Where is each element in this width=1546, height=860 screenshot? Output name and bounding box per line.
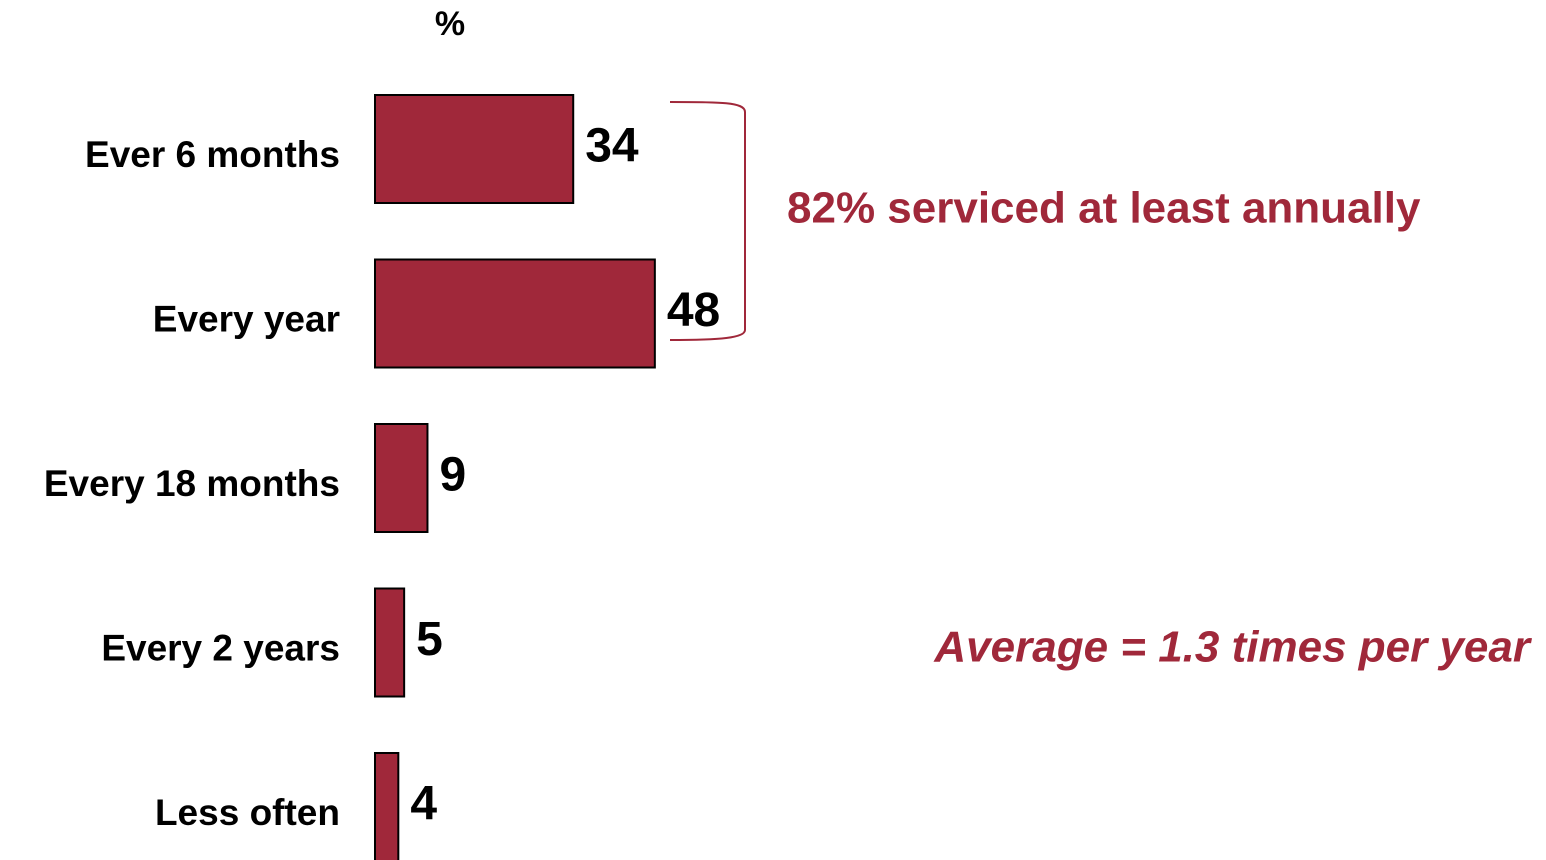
category-label: Every 2 years: [101, 627, 340, 668]
category-label: Less often: [155, 792, 340, 833]
bar: [374, 423, 429, 533]
value-label: 34: [585, 120, 639, 173]
bar: [374, 752, 400, 860]
chart-title: %: [435, 5, 465, 43]
value-label: 4: [410, 778, 437, 831]
bracket: [669, 101, 746, 341]
category-label: Every year: [153, 298, 340, 339]
bar: [374, 258, 656, 369]
category-label: Every 18 months: [44, 463, 340, 504]
value-label: 5: [416, 613, 443, 666]
annotation: Average = 1.3 times per year: [933, 623, 1532, 672]
bar: [374, 587, 406, 698]
value-label: 48: [667, 284, 720, 337]
value-label: 9: [439, 449, 466, 502]
annotation: 82% serviced at least annually: [787, 184, 1421, 233]
bar: [374, 94, 575, 204]
category-label: Ever 6 months: [85, 134, 340, 175]
